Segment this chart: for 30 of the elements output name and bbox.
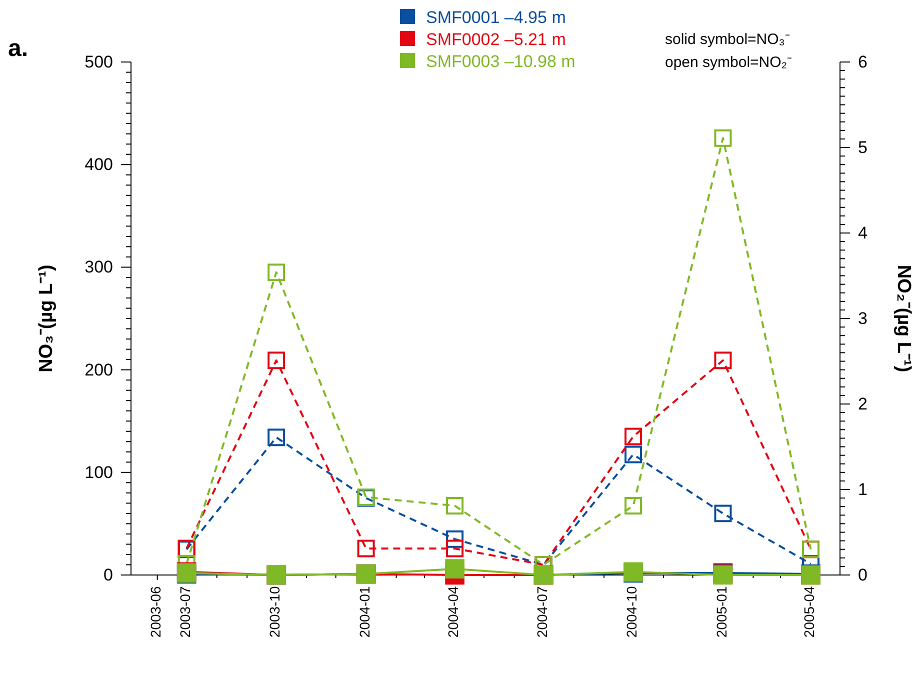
text: solid symbol=NO₃⁻ <box>665 31 790 48</box>
y-tick-label: 400 <box>84 155 113 174</box>
y2-tick-label: 0 <box>858 565 868 584</box>
y-tick-label: 0 <box>104 565 113 584</box>
y2-tick-label: 4 <box>858 223 868 242</box>
x-tick-label: 2003-10 <box>266 586 283 638</box>
y-tick-label: 500 <box>84 52 113 72</box>
x-tick-label: 2003-07 <box>176 586 193 638</box>
y-axis-title: NO₃⁻(µg L⁻¹) <box>36 264 57 372</box>
x-tick-label: 2004-10 <box>624 586 640 638</box>
y2-tick-label: 1 <box>858 480 868 499</box>
y2-axis-title: NO₂⁻(µg L⁻¹) <box>893 264 914 372</box>
x-tick-label: 2004-01 <box>356 586 372 638</box>
x-tick-label: 2004-07 <box>534 586 550 638</box>
legend-label: SMF0002 –5.21 m <box>426 30 566 49</box>
legend-label: SMF0001 –4.95 m <box>426 8 566 27</box>
y-tick-label: 300 <box>84 258 113 277</box>
y2-tick-label: 3 <box>858 308 868 328</box>
y-tick-label: 100 <box>84 462 113 482</box>
x-tick-label: 2005-01 <box>713 586 730 638</box>
y2-tick-label: 2 <box>858 394 868 414</box>
x-tick-label: 2005-04 <box>801 586 818 638</box>
y-tick-label: 200 <box>84 360 113 380</box>
chart-title: a. <box>8 35 28 62</box>
x-tick-label: 2003-06 <box>148 586 164 638</box>
legend-label: SMF0003 –10.98 m <box>426 52 576 71</box>
y2-tick-label: 5 <box>858 138 868 157</box>
y2-tick-label: 6 <box>858 52 868 72</box>
annotation: open symbol=NO₂⁻ <box>665 54 792 71</box>
x-tick-label: 2004-04 <box>445 586 462 638</box>
